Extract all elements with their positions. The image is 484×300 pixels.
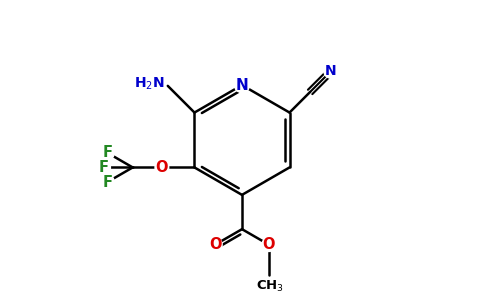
Text: N: N (236, 78, 248, 93)
Text: O: O (156, 160, 168, 175)
Text: O: O (209, 237, 222, 252)
Circle shape (101, 146, 114, 160)
Circle shape (234, 78, 250, 93)
Circle shape (155, 160, 169, 174)
Text: CH$_3$: CH$_3$ (257, 279, 285, 294)
Circle shape (262, 238, 275, 251)
Circle shape (324, 64, 338, 78)
Text: O: O (262, 237, 275, 252)
Text: F: F (103, 175, 112, 190)
Text: F: F (103, 146, 112, 160)
Text: N: N (325, 64, 336, 78)
Circle shape (97, 160, 110, 174)
Circle shape (101, 175, 114, 189)
Circle shape (209, 238, 222, 251)
Text: H$_2$N: H$_2$N (134, 76, 165, 92)
Text: F: F (99, 160, 108, 175)
